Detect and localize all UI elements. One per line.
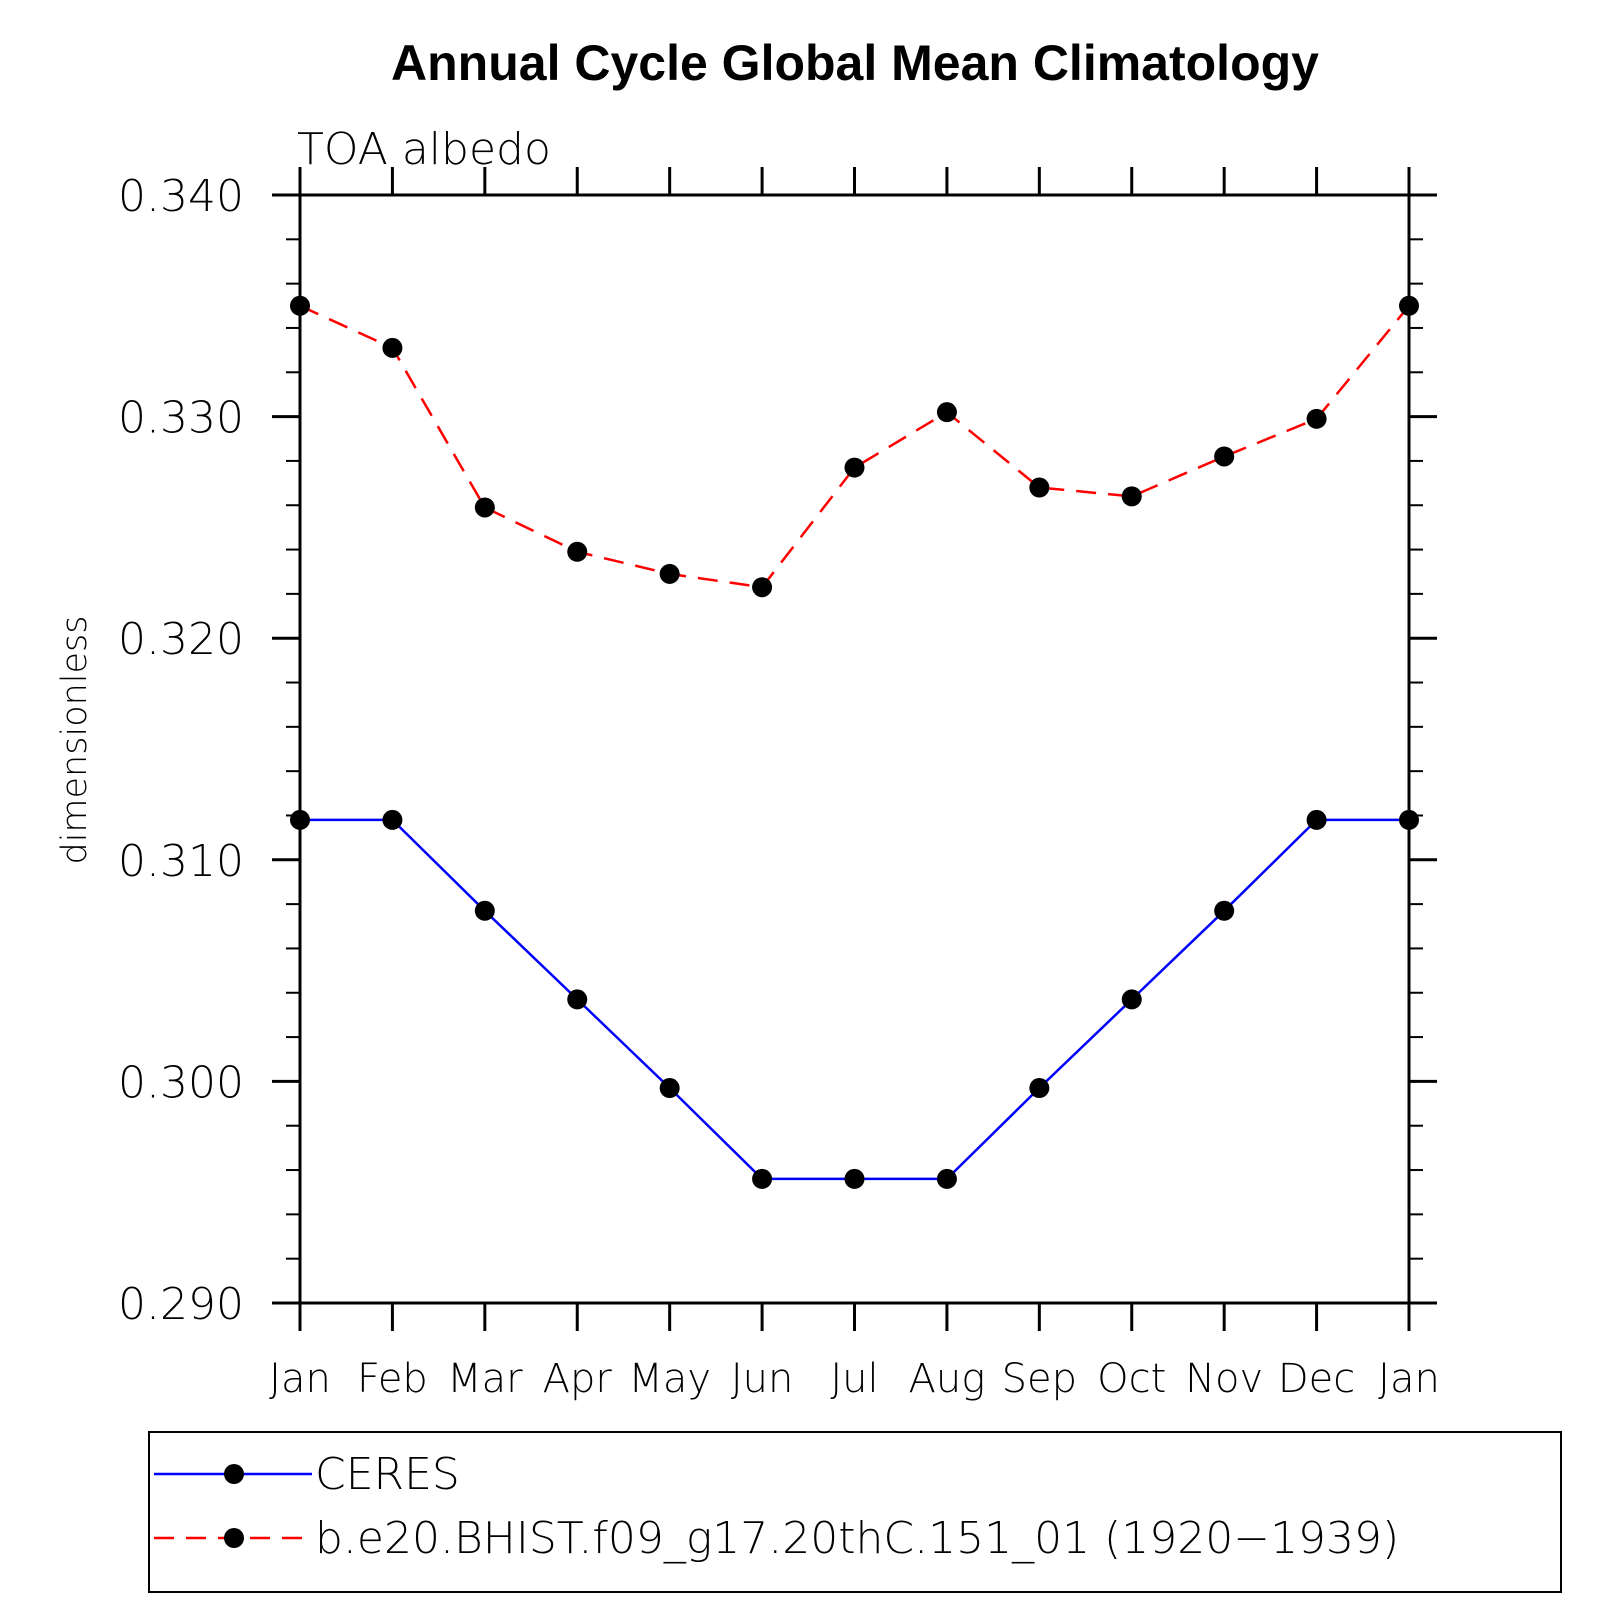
x-tick-label: Oct [1097, 1356, 1166, 1402]
plot-frame [298, 193, 1411, 1305]
series-1-point [382, 337, 403, 358]
series-1-point [290, 295, 310, 316]
series-1-point [1306, 408, 1327, 429]
series-line-0 [300, 818, 1409, 1181]
y-tick-label: 0.310 [118, 836, 244, 887]
chart-title: Annual Cycle Global Mean Climatology [391, 35, 1319, 91]
y-tick-labels: 0.290 0.300 0.310 0.320 0.330 0.340 [118, 171, 244, 1330]
series-0-point [752, 1168, 773, 1189]
x-tick-label: Jun [731, 1356, 794, 1402]
series-1-point [1029, 477, 1050, 498]
x-tick-label: Jul [830, 1356, 878, 1402]
legend-marker-ceres [224, 1464, 244, 1484]
x-tick-labels: Jan Feb Mar Apr May Jun Jul Aug Sep Oct Nov Dec Jan [269, 1356, 1440, 1402]
x-tick-label: Jan [269, 1356, 331, 1402]
series-1-point [844, 457, 865, 478]
series-0-point [474, 900, 495, 921]
x-tick-label: Nov [1185, 1356, 1263, 1402]
series-1-point [567, 541, 588, 562]
series-line-1 [299, 304, 1410, 589]
series-1-point [1121, 486, 1142, 507]
x-tick-label: Feb [357, 1356, 428, 1402]
series-0-point [844, 1168, 865, 1189]
series-layer [290, 295, 1419, 1189]
series-0-point [1306, 809, 1327, 830]
series-1-point [1214, 446, 1235, 467]
y-axis-label: dimensionless [55, 615, 95, 864]
chart-subtitle: TOA albedo [297, 124, 551, 175]
series-0-point [382, 809, 403, 830]
legend-box [148, 1431, 1562, 1593]
x-tick-label: Aug [909, 1356, 986, 1402]
legend-label-model: b.e20.BHIST.f09_g17.20thC.151_01 (1920−1… [315, 1513, 1399, 1564]
series-1-point [936, 402, 957, 423]
series-1-point [752, 577, 773, 598]
axis-ticks [272, 167, 1437, 1331]
series-0-point [1121, 989, 1142, 1010]
series-0-point [290, 809, 310, 830]
series-0-point [1399, 809, 1419, 830]
x-tick-label: Mar [447, 1356, 523, 1402]
x-tick-label: Apr [543, 1356, 613, 1402]
y-tick-label: 0.290 [118, 1279, 244, 1330]
series-0-point [936, 1168, 957, 1189]
legend: CERES b.e20.BHIST.f09_g17.20thC.151_01 (… [148, 1431, 1562, 1593]
series-0-point [659, 1078, 680, 1099]
series-1-point [1399, 295, 1419, 316]
x-tick-label: May [628, 1356, 711, 1402]
y-tick-label: 0.330 [118, 393, 244, 444]
series-0-point [1029, 1078, 1050, 1099]
y-tick-label: 0.340 [118, 171, 244, 222]
x-tick-label: Sep [1002, 1356, 1077, 1402]
legend-label-ceres: CERES [315, 1449, 460, 1500]
series-0-point [1214, 900, 1235, 921]
series-1-point [659, 563, 680, 584]
series-1-point [474, 497, 495, 518]
legend-marker-model [224, 1528, 244, 1548]
series-0-point [567, 989, 588, 1010]
y-tick-label: 0.320 [118, 614, 244, 665]
x-tick-label: Dec [1278, 1356, 1355, 1402]
y-tick-label: 0.300 [118, 1057, 244, 1108]
x-tick-label: Jan [1378, 1356, 1440, 1402]
